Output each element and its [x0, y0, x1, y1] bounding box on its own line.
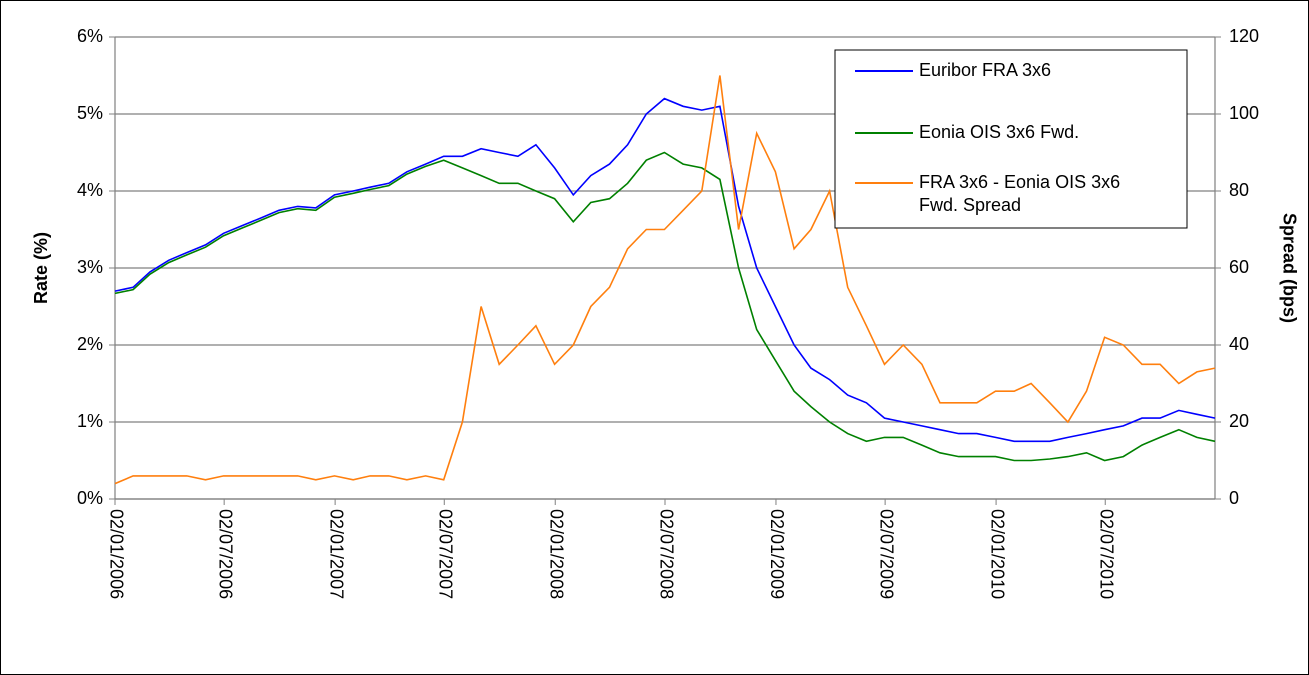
legend-item: Euribor FRA 3x6 [919, 60, 1052, 80]
x-tick-label: 02/01/2008 [546, 509, 566, 599]
y2-tick-label: 0 [1229, 488, 1239, 508]
series-line [114, 97, 1216, 443]
y2-tick-label: 20 [1229, 411, 1249, 431]
x-tick-label: 02/07/2008 [656, 509, 676, 599]
y2-tick-label: 100 [1229, 103, 1259, 123]
y-tick-label: 4% [77, 180, 103, 200]
y-tick-label: 0% [77, 488, 103, 508]
y-tick-label: 5% [77, 103, 103, 123]
y2-tick-label: 60 [1229, 257, 1249, 277]
legend-label: FRA 3x6 - Eonia OIS 3x6 Fwd. Spread [919, 172, 1121, 215]
x-tick-label: 02/07/2007 [436, 509, 456, 599]
x-tick-label: 02/07/2009 [876, 509, 896, 599]
x-tick-label: 02/07/2010 [1096, 509, 1116, 599]
y2-tick-label: 120 [1229, 26, 1259, 46]
x-tick-label: 02/01/2007 [326, 509, 346, 599]
x-tick-label: 02/01/2006 [106, 509, 126, 599]
legend-box [834, 49, 1188, 229]
y2-tick-label: 40 [1229, 334, 1249, 354]
legend-label: Eonia OIS 3x6 Fwd. [919, 122, 1080, 142]
y-tick-label: 1% [77, 411, 103, 431]
series-line [114, 151, 1216, 462]
y-tick-label: 2% [77, 334, 103, 354]
x-tick-label: 02/01/2009 [767, 509, 787, 599]
y2-tick-label: 80 [1229, 180, 1249, 200]
legend-item: FRA 3x6 - Eonia OIS 3x6 Fwd. Spread [919, 172, 1121, 215]
y-tick-label: 6% [77, 26, 103, 46]
x-tick-label: 02/07/2006 [215, 509, 235, 599]
series-line [114, 75, 1216, 485]
legend-label: Euribor FRA 3x6 [919, 60, 1052, 80]
y-tick-label: 3% [77, 257, 103, 277]
legend-item: Eonia OIS 3x6 Fwd. [919, 122, 1080, 142]
y-axis-title: Rate (%) [31, 232, 51, 304]
y2-axis-title: Spread (bps) [1279, 213, 1299, 323]
x-tick-label: 02/01/2010 [987, 509, 1007, 599]
